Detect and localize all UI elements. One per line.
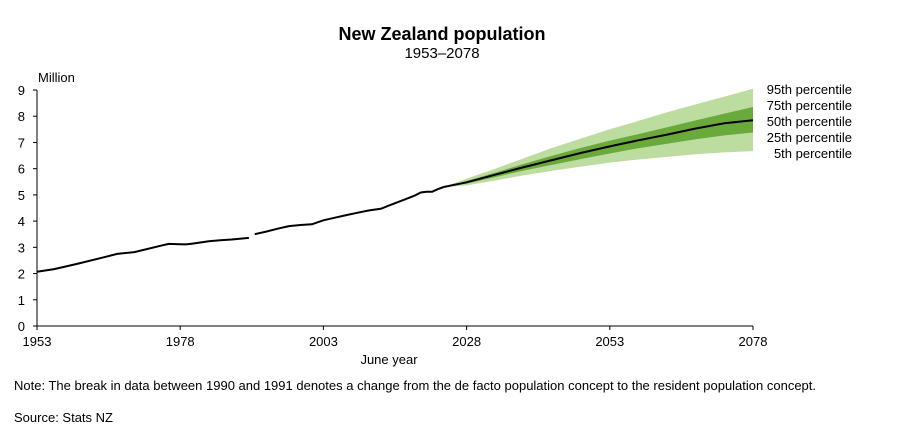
y-tick-label: 9 — [18, 83, 25, 98]
y-tick-label: 8 — [18, 109, 25, 124]
legend-entry: 5th percentile — [774, 146, 852, 161]
median-projection-line — [443, 119, 754, 188]
legend-entry: 50th percentile — [767, 114, 852, 129]
y-tick-label: 2 — [18, 267, 25, 282]
y-tick-label: 0 — [18, 319, 25, 334]
y-tick-label: 5 — [18, 188, 25, 203]
x-tick-label: 1978 — [166, 334, 195, 349]
y-tick-label: 1 — [18, 293, 25, 308]
series-line-1 — [36, 236, 249, 273]
chart-subtitle: 1953–2078 — [404, 45, 479, 62]
plot-area: 0 1 2 3 4 5 6 7 8 9 1953 1978 2003 2028 2053 2078 — [18, 83, 768, 349]
source-text: Source: Stats NZ — [14, 410, 113, 425]
y-tick-label: 7 — [18, 135, 25, 150]
legend-entry: 95th percentile — [767, 82, 852, 97]
legend-entry: 25th percentile — [767, 130, 852, 145]
y-tick-label: 6 — [18, 162, 25, 177]
y-tick-label: 3 — [18, 240, 25, 255]
x-axis-label: June year — [360, 352, 418, 367]
y-tick-label: 4 — [18, 214, 25, 229]
note-text: Note: The break in data between 1990 and… — [14, 378, 817, 393]
chart-title: New Zealand population — [338, 24, 545, 44]
band-5-95-percentile — [443, 88, 753, 187]
x-tick-label: 2078 — [739, 334, 768, 349]
x-tick-label: 2003 — [309, 334, 338, 349]
x-tick-label: 2028 — [452, 334, 481, 349]
x-tick-label: 1953 — [23, 334, 52, 349]
series-line-2 — [254, 186, 445, 236]
x-tick-label: 2053 — [595, 334, 624, 349]
legend-entry: 75th percentile — [767, 98, 852, 113]
y-axis-label: Million — [38, 70, 75, 85]
